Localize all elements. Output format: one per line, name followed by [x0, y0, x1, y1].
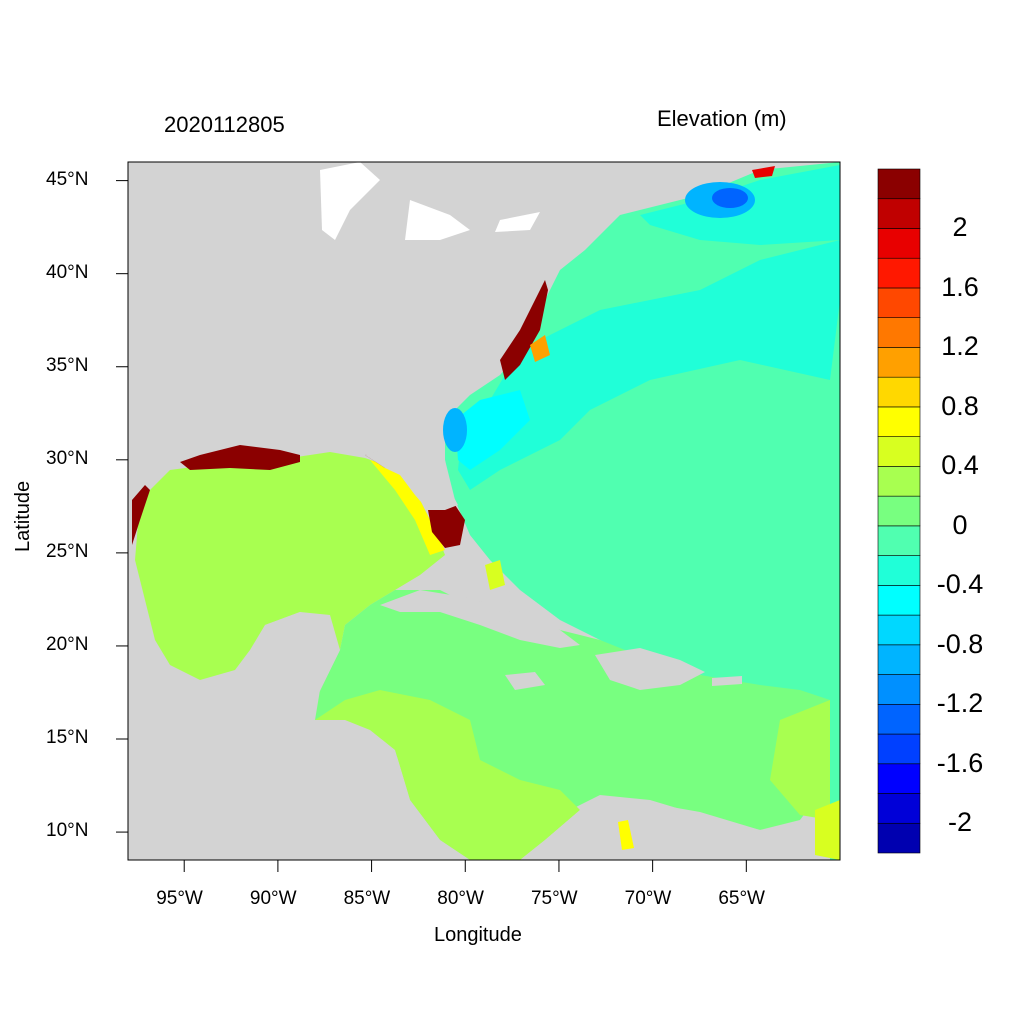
- colorbar-swatch: [877, 644, 921, 675]
- lat-tick-label: 10°N: [46, 820, 89, 842]
- florida-shelf-high: [370, 460, 445, 555]
- lat-tick-label: 15°N: [46, 727, 89, 748]
- lon-tick-label: 75°W: [530, 888, 578, 909]
- lon-tick-label: 90°W: [249, 888, 297, 909]
- nova-scotia-surge: [752, 166, 775, 178]
- lon-tick-label: 85°W: [343, 888, 391, 909]
- lat-tick-label: 35°N: [46, 354, 89, 376]
- sw-caribbean: [315, 690, 580, 860]
- yucatan: [260, 612, 340, 720]
- lat-tick-label: 40°N: [46, 261, 89, 283]
- colorbar-label: 0.4: [941, 450, 979, 481]
- jamaica: [505, 672, 545, 690]
- bahamas-high: [485, 560, 505, 590]
- map-datetime: 2020112805: [164, 112, 285, 137]
- south-america: [520, 800, 815, 860]
- lon-tick-label: 95°W: [156, 888, 203, 909]
- colorbar-swatch: [877, 317, 921, 348]
- x-axis-label: Longitude: [434, 924, 522, 946]
- puerto-rico: [712, 676, 742, 686]
- colorbar-label: 1.6: [941, 271, 979, 302]
- florida-peninsula: [365, 440, 458, 510]
- field-label: Elevation (m): [657, 106, 787, 131]
- colorbar-swatch: [877, 466, 921, 497]
- colorbar-label: -2: [947, 807, 972, 838]
- colorbar-swatch: [877, 614, 921, 646]
- south-florida-surge: [428, 505, 465, 548]
- colorbar-swatch: [877, 436, 921, 467]
- south-carolina-low: [443, 408, 467, 452]
- colorbar-swatch: [877, 763, 921, 794]
- colorbar-swatch: [877, 793, 921, 824]
- colorbar: [877, 168, 921, 854]
- colorbar-label: -0.4: [936, 569, 984, 600]
- texas-coast-surge: [132, 485, 150, 545]
- colorbar-swatch: [877, 287, 921, 318]
- lon-tick-label: 65°W: [718, 888, 765, 909]
- great-lakes: [320, 162, 540, 240]
- hispaniola: [595, 648, 705, 690]
- colorbar-swatch: [877, 822, 921, 854]
- colorbar-label: 2: [952, 212, 968, 243]
- colorbar-label: 0.8: [941, 390, 979, 421]
- colorbar-swatch: [877, 674, 921, 705]
- colorbar-swatch: [877, 257, 921, 289]
- colorbar-swatch: [877, 733, 921, 765]
- east-caribbean: [770, 700, 830, 820]
- gulf-coast-surge: [180, 445, 300, 470]
- lat-tick-label: 20°N: [46, 633, 89, 655]
- y-axis-label: Latitude: [12, 480, 34, 552]
- colorbar-label: -1.6: [936, 747, 984, 778]
- colorbar-swatch: [877, 406, 921, 437]
- gulf-stream-region: [455, 390, 530, 470]
- lesser-antilles-high: [815, 800, 840, 860]
- colorbar-swatch: [877, 168, 921, 200]
- colorbar-swatch: [877, 525, 921, 556]
- colorbar-swatch: [877, 555, 921, 586]
- gulf-of-mexico: [135, 452, 445, 720]
- colorbar-label: 0: [952, 509, 968, 540]
- colorbar-swatch: [877, 228, 921, 259]
- colorbar-swatch: [877, 585, 921, 616]
- central-america: [128, 670, 470, 860]
- lat-tick-label: 25°N: [46, 540, 89, 562]
- colorbar-swatch: [877, 704, 921, 735]
- atlantic-cyan-region: [458, 240, 840, 490]
- lat-tick-label: 45°N: [46, 168, 89, 190]
- colorbar-swatch: [877, 495, 921, 527]
- carolina-coast-surge: [500, 280, 548, 380]
- colorbar-swatch: [877, 376, 921, 408]
- colorbar-swatch: [877, 198, 921, 229]
- lake-maracaibo: [618, 820, 634, 850]
- cuba: [380, 590, 580, 648]
- colorbar-swatch: [877, 347, 921, 378]
- colorbar-label: 1.2: [941, 331, 979, 362]
- tick-marks: [116, 180, 747, 872]
- plot-frame: [127, 161, 841, 861]
- lon-tick-label: 70°W: [624, 888, 672, 909]
- pamlico-high: [530, 335, 550, 362]
- colorbar-label: -1.2: [936, 688, 984, 719]
- gulf-of-maine-low-core: [712, 188, 748, 208]
- lon-tick-label: 80°W: [437, 888, 484, 909]
- colorbar-label: -0.8: [936, 628, 984, 659]
- lat-tick-label: 30°N: [46, 447, 89, 469]
